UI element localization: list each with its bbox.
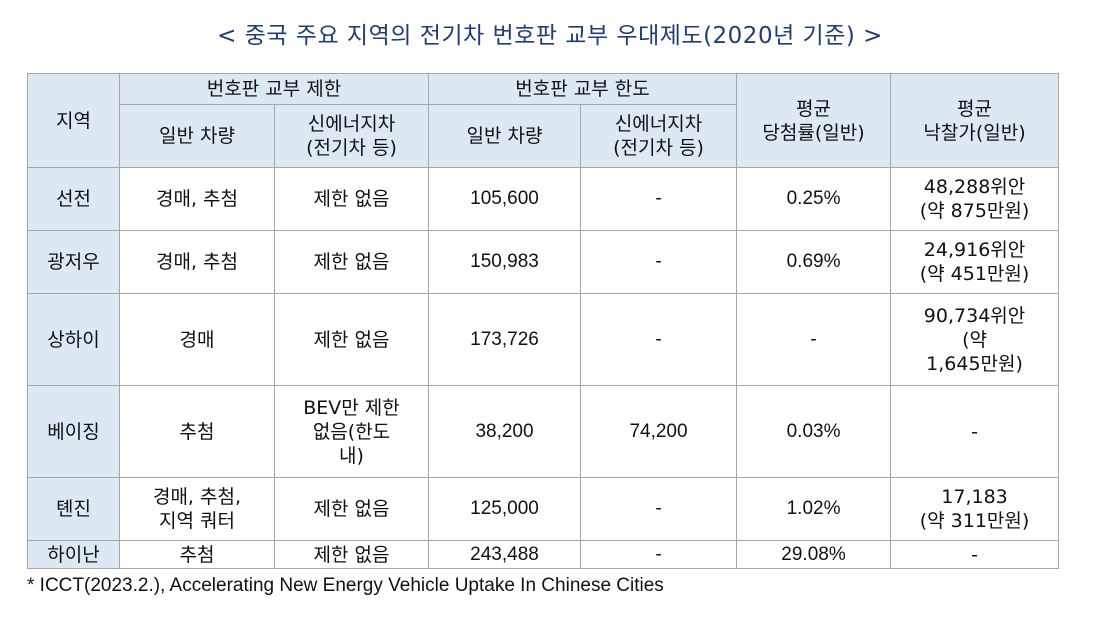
cell-winning-bid: 48,288위안 (약 875만원)	[890, 167, 1060, 231]
cell-region: 톈진	[27, 477, 120, 541]
header-region: 지역	[27, 73, 120, 168]
cell-limit-nev: BEV만 제한 없음(한도 내)	[273, 385, 430, 478]
cell-region: 광저우	[27, 230, 120, 294]
cell-win-rate: 29.08%	[736, 540, 892, 569]
cell-winning-bid: 17,183 (약 311만원)	[890, 477, 1060, 541]
cell-win-rate: 1.02%	[736, 477, 892, 541]
table-title: < 중국 주요 지역의 전기차 번호판 교부 우대제도(2020년 기준) >	[217, 23, 883, 49]
cell-winning-bid: 90,734위안 (약 1,645만원)	[890, 293, 1060, 386]
cell-winning-bid: 24,916위안 (약 451만원)	[890, 230, 1060, 294]
cell-limit-nev-line: 없음(한도	[312, 420, 391, 443]
cell-limit-general-line: 경매	[179, 328, 215, 351]
cell-limit-nev-line: 제한 없음	[313, 188, 390, 210]
cell-limit-general: 경매, 추첨, 지역 쿼터	[119, 477, 275, 541]
cell-limit-general-line: 지역 쿼터	[159, 510, 235, 532]
cell-quota-nev: -	[580, 477, 738, 541]
cell-winning-bid-line: 1,645만원)	[926, 352, 1023, 375]
cell-winning-bid-line: -	[971, 543, 978, 566]
cell-quota-general: 173,726	[428, 293, 582, 386]
cell-winning-bid-line: (약 875만원)	[919, 200, 1030, 222]
cell-limit-general: 추첨	[119, 385, 275, 478]
cell-quota-general: 150,983	[428, 230, 582, 294]
header-limit-general-vehicle: 일반 차량	[119, 104, 275, 168]
cell-limit-general: 경매	[119, 293, 275, 386]
cell-limit-nev-line: 제한 없음	[313, 543, 390, 566]
cell-region: 하이난	[27, 540, 120, 569]
cell-winning-bid: -	[890, 540, 1060, 569]
header-average-win-rate-line1: 평균	[796, 97, 832, 120]
cell-limit-general-line: 추첨	[179, 543, 215, 566]
header-limit-nev-line2: (전기차 등)	[306, 137, 397, 159]
cell-region: 상하이	[27, 293, 120, 386]
header-average-winning-bid-line2: 낙찰가(일반)	[923, 121, 1026, 144]
cell-limit-nev-line: 제한 없음	[313, 328, 390, 351]
cell-limit-general-line: 경매, 추첨	[156, 188, 238, 210]
cell-quota-general: 125,000	[428, 477, 582, 541]
header-average-winning-bid: 평균 낙찰가(일반)	[890, 73, 1060, 168]
header-plate-limit: 번호판 교부 제한	[118, 73, 430, 105]
table-row: 하이난 추첨 제한 없음 243,488-29.08% -	[27, 540, 1060, 569]
cell-limit-general: 추첨	[119, 540, 275, 569]
cell-winning-bid-line: 90,734위안	[923, 304, 1026, 327]
header-average-win-rate: 평균 당첨률(일반)	[736, 73, 892, 168]
header-limit-new-energy-vehicle: 신에너지차 (전기차 등)	[273, 104, 430, 168]
cell-win-rate: -	[736, 293, 892, 386]
cell-limit-general: 경매, 추첨	[119, 167, 275, 231]
table-row: 상하이 경매 제한 없음 173,726- -90,734위안 (약 1,645만원)	[27, 293, 1060, 386]
cell-winning-bid-line: (약 311만원)	[919, 510, 1030, 532]
cell-limit-general-line: 추첨	[179, 420, 215, 443]
cell-winning-bid-line: 24,916위안	[923, 239, 1026, 261]
cell-limit-nev: 제한 없음	[273, 167, 430, 231]
header-quota-nev-line1: 신에너지차	[614, 113, 703, 135]
cell-limit-general-line: 경매, 추첨,	[152, 486, 242, 508]
cell-winning-bid-line: 17,183	[941, 486, 1008, 508]
cell-limit-nev-line: 내)	[339, 444, 364, 467]
cell-winning-bid-line: (약	[962, 328, 987, 351]
cell-winning-bid-line: 48,288위안	[923, 176, 1026, 198]
cell-quota-nev: 74,200	[580, 385, 738, 478]
table-row: 광저우 경매, 추첨 제한 없음 150,983-0.69% 24,916위안 (약 45…	[27, 230, 1060, 294]
header-plate-quota: 번호판 교부 한도	[428, 73, 738, 105]
source-footnote: * ICCT(2023.2.), Accelerating New Energy…	[27, 575, 664, 596]
header-quota-general-vehicle: 일반 차량	[428, 104, 582, 168]
cell-quota-general: 105,600	[428, 167, 582, 231]
cell-win-rate: 0.25%	[736, 167, 892, 231]
cell-region: 베이징	[27, 385, 120, 478]
table-row: 베이징 추첨 BEV만 제한 없음(한도 내) 38,200 74,200 0.03% -	[27, 385, 1060, 478]
cell-region: 선전	[27, 167, 120, 231]
cell-limit-nev-line: BEV만 제한	[303, 396, 400, 419]
table-row: 톈진 경매, 추첨, 지역 쿼터 제한 없음 125,000-1.02% 17,183 (약…	[27, 477, 1060, 541]
cell-limit-nev: 제한 없음	[273, 477, 430, 541]
table-body: 선전 경매, 추첨 제한 없음 105,600-0.25% 48,288위안 (약 875…	[27, 167, 1060, 569]
header-quota-nev-line2: (전기차 등)	[613, 137, 704, 159]
cell-quota-nev: -	[580, 293, 738, 386]
cell-win-rate: 0.69%	[736, 230, 892, 294]
cell-limit-nev: 제한 없음	[273, 230, 430, 294]
header-average-win-rate-line2: 당첨률(일반)	[762, 121, 865, 144]
cell-winning-bid-line: -	[971, 420, 978, 443]
header-average-winning-bid-line1: 평균	[957, 97, 993, 120]
cell-quota-nev: -	[580, 167, 738, 231]
cell-winning-bid: -	[890, 385, 1060, 478]
cell-quota-nev: -	[580, 230, 738, 294]
header-limit-nev-line1: 신에너지차	[307, 113, 396, 135]
license-plate-policy-table: 지역 번호판 교부 제한 번호판 교부 한도 평균 당첨률(일반) 평균 낙찰가…	[27, 73, 1060, 569]
cell-limit-nev-line: 제한 없음	[313, 498, 390, 520]
cell-winning-bid-line: (약 451만원)	[919, 263, 1030, 285]
cell-quota-nev: -	[580, 540, 738, 569]
cell-limit-nev: 제한 없음	[273, 293, 430, 386]
table-row: 선전 경매, 추첨 제한 없음 105,600-0.25% 48,288위안 (약 875…	[27, 167, 1060, 231]
cell-limit-general-line: 경매, 추첨	[156, 251, 238, 273]
header-quota-new-energy-vehicle: 신에너지차 (전기차 등)	[580, 104, 738, 168]
cell-limit-nev-line: 제한 없음	[313, 251, 390, 273]
cell-limit-general: 경매, 추첨	[119, 230, 275, 294]
cell-limit-nev: 제한 없음	[273, 540, 430, 569]
cell-win-rate: 0.03%	[736, 385, 892, 478]
cell-quota-general: 38,200	[428, 385, 582, 478]
cell-quota-general: 243,488	[428, 540, 582, 569]
